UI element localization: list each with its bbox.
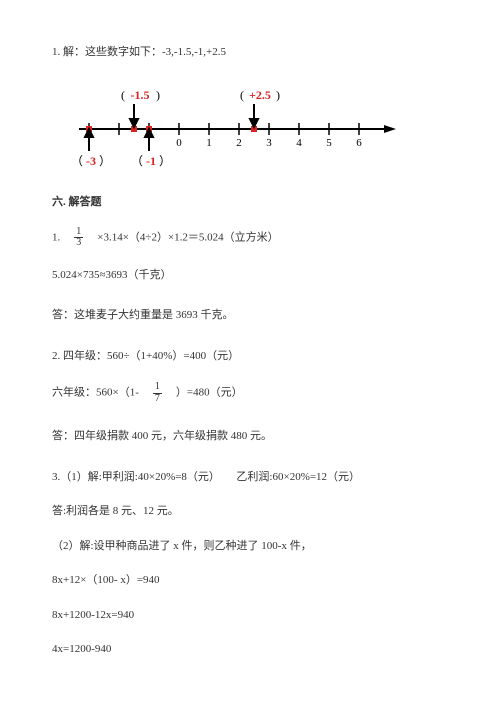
section-6-title: 六. 解答题	[52, 194, 448, 211]
q1-l1-pre: 1.	[52, 231, 71, 243]
q3-line3: （2）解:设甲种商品进了 x 件，则乙种进了 100-x 件，	[52, 538, 448, 555]
numberline-svg: 0 1 2 3 4 5 6	[74, 79, 404, 169]
q2-frac-den: 7	[153, 394, 162, 405]
q2-frac-num: 1	[153, 382, 162, 394]
svg-text:+2.5: +2.5	[249, 88, 271, 102]
q2-frac: 17	[153, 382, 162, 404]
svg-text:(: (	[121, 88, 125, 102]
q1-l1-post: ×3.14×（4÷2）×1.2＝5.024（立方米）	[86, 231, 278, 243]
tick-1: 1	[206, 137, 212, 149]
svg-text:-3: -3	[86, 154, 96, 168]
q2-line1: 2. 四年级：560÷（1+40%）=400（元）	[52, 348, 448, 365]
tick-3: 3	[266, 137, 272, 149]
svg-text:）: ）	[159, 154, 171, 168]
q1-line2: 5.024×735≈3693（千克）	[52, 267, 448, 284]
q1-frac-den: 3	[74, 238, 83, 249]
q2-l2-post: ）=480（元）	[165, 387, 243, 399]
q3-line1: 3.（1）解:甲利润:40×20%=8（元） 乙利润:60×20%=12（元）	[52, 469, 448, 486]
svg-text:(: (	[240, 88, 244, 102]
svg-text:）: ）	[99, 154, 111, 168]
svg-text:（: （	[74, 154, 83, 168]
label-top-neg1-5: ( -1.5 )	[121, 88, 160, 102]
tick-6: 6	[356, 137, 362, 149]
svg-text:): )	[276, 88, 280, 102]
tick-0: 0	[176, 137, 182, 149]
q2-answer: 答：四年级捐款 400 元，六年级捐款 480 元。	[52, 428, 448, 445]
q3-line2: 答:利润各是 8 元、12 元。	[52, 503, 448, 520]
q2-line2: 六年级：560×（1- 17 ）=480（元）	[52, 382, 448, 404]
label-top-pos2-5: ( +2.5 )	[240, 88, 280, 102]
q1-answer: 答：这堆麦子大约重量是 3693 千克。	[52, 307, 448, 324]
label-bot-neg3: （ -3 ）	[74, 154, 111, 168]
tick-5: 5	[326, 137, 332, 149]
q3-line5: 8x+1200-12x=940	[52, 607, 448, 624]
q2-l2-pre: 六年级：560×（1-	[52, 387, 150, 399]
q1-line1: 1. 13 ×3.14×（4÷2）×1.2＝5.024（立方米）	[52, 227, 448, 249]
tick-4: 4	[296, 137, 302, 149]
label-bot-neg1: （ -1 ）	[131, 154, 171, 168]
q3-line6: 4x=1200-940	[52, 641, 448, 658]
svg-text:-1.5: -1.5	[131, 88, 150, 102]
q1-frac: 13	[74, 227, 83, 249]
q3-line4: 8x+12×（100- x）=940	[52, 572, 448, 589]
svg-text:-1: -1	[146, 154, 156, 168]
numberline-figure: 0 1 2 3 4 5 6	[74, 79, 448, 175]
svg-text:（: （	[131, 154, 143, 168]
tick-2: 2	[236, 137, 242, 149]
svg-text:): )	[156, 88, 160, 102]
p1-intro: 1. 解：这些数字如下：-3,-1.5,-1,+2.5	[52, 44, 448, 61]
